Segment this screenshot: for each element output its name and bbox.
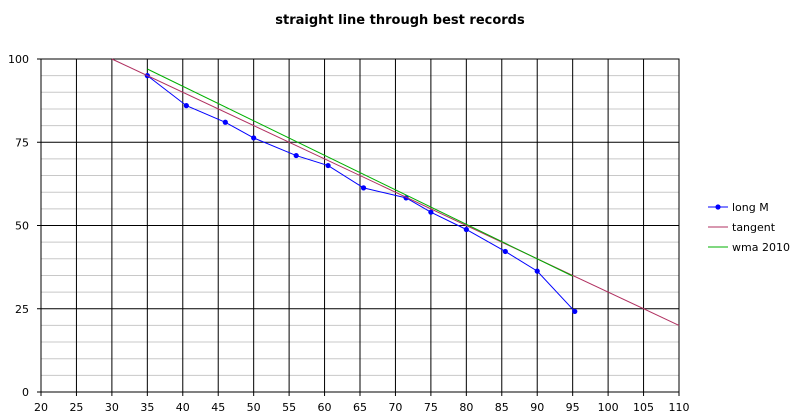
data-point-long-m bbox=[572, 308, 578, 315]
series-layer bbox=[111, 58, 680, 326]
x-tick-label: 85 bbox=[495, 401, 509, 414]
data-point-long-m bbox=[325, 162, 331, 169]
x-tick-label: 55 bbox=[282, 401, 296, 414]
x-tick-label: 90 bbox=[530, 401, 544, 414]
x-tick-label: 60 bbox=[318, 401, 332, 414]
data-point-long-m bbox=[251, 135, 257, 141]
data-point-long-m bbox=[360, 185, 367, 191]
legend-marker-long-m bbox=[715, 204, 721, 210]
x-tick-label: 25 bbox=[69, 401, 83, 414]
x-tick-label: 30 bbox=[105, 401, 119, 414]
x-tick-label: 65 bbox=[353, 401, 367, 414]
legend-label-long-m: long M bbox=[732, 201, 769, 214]
x-tick-label: 40 bbox=[176, 401, 190, 414]
x-tick-label: 75 bbox=[424, 401, 438, 414]
x-tick-label: 105 bbox=[633, 401, 654, 414]
y-tick-label: 0 bbox=[22, 386, 29, 399]
x-tick-label: 80 bbox=[459, 401, 473, 414]
axes: 20 25 30 35 40 45 50 55 60 65 70 75 80 85 90 95 100 105 11… bbox=[8, 53, 690, 414]
x-tick-label: 70 bbox=[388, 401, 402, 414]
data-point-long-m bbox=[502, 248, 508, 255]
x-tick-label: 110 bbox=[669, 401, 690, 414]
y-tick-label: 25 bbox=[15, 303, 29, 316]
data-point-long-m bbox=[428, 209, 434, 215]
x-tick-label: 50 bbox=[247, 401, 261, 414]
x-tick-label: 95 bbox=[566, 401, 580, 414]
data-point-long-m bbox=[183, 103, 189, 109]
data-point-long-m bbox=[293, 152, 299, 159]
x-tick-label: 100 bbox=[598, 401, 619, 414]
grid bbox=[40, 58, 680, 393]
x-tick-label: 45 bbox=[211, 401, 225, 414]
y-tick-label: 75 bbox=[15, 136, 29, 149]
x-tick-label: 35 bbox=[140, 401, 154, 414]
series-line-wma-2010 bbox=[147, 68, 573, 277]
series-line-tangent bbox=[111, 58, 680, 326]
y-tick-label: 100 bbox=[8, 53, 29, 66]
x-tick-label: 20 bbox=[34, 401, 48, 414]
data-point-long-m bbox=[222, 119, 228, 125]
legend: long M tangent wma 2010 bbox=[708, 201, 790, 254]
series-line-long-m bbox=[147, 75, 576, 312]
data-point-long-m bbox=[534, 268, 540, 274]
legend-label-tangent: tangent bbox=[732, 221, 776, 234]
y-tick-label: 50 bbox=[15, 220, 29, 233]
data-point-long-m bbox=[463, 226, 469, 233]
chart-title: straight line through best records bbox=[275, 13, 525, 28]
legend-label-wma-2010: wma 2010 bbox=[732, 241, 790, 254]
